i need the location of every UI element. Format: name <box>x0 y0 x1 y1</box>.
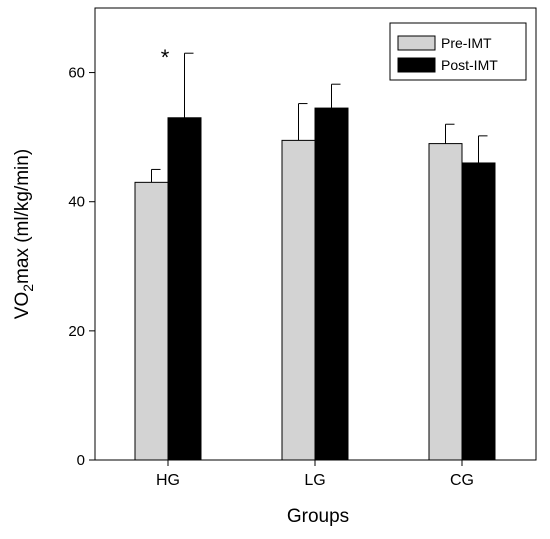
x-tick-label-lg: LG <box>304 472 325 489</box>
bar-layer <box>134 107 496 461</box>
significance-marker: * <box>161 45 170 70</box>
y-axis-title-prefix: VO <box>12 292 33 319</box>
x-tick-label-cg: CG <box>450 472 474 489</box>
bar-pre-imt-cg <box>428 143 463 461</box>
x-axis: HG LG CG <box>156 460 474 489</box>
x-axis-title: Groups <box>287 506 349 527</box>
error-bar-layer <box>151 52 488 183</box>
x-tick-label-hg: HG <box>156 472 180 489</box>
legend-label-pre-imt: Pre-IMT <box>441 35 492 51</box>
bar-post-imt-lg <box>314 107 349 461</box>
y-axis-title-subscript: 2 <box>20 284 36 292</box>
annotation-layer: * <box>161 45 170 70</box>
y-axis-title-suffix: max (ml/kg/min) <box>12 149 33 284</box>
legend: Pre-IMT Post-IMT <box>389 22 527 81</box>
y-tick-label-0: 0 <box>77 452 85 469</box>
y-tick-label-60: 60 <box>68 65 85 82</box>
legend-label-post-imt: Post-IMT <box>441 57 498 73</box>
bar-post-imt-hg <box>167 117 202 461</box>
legend-swatch-pre-imt <box>397 35 436 51</box>
y-tick-label-20: 20 <box>68 323 85 340</box>
legend-swatch-post-imt <box>397 57 436 73</box>
bar-pre-imt-hg <box>134 181 169 461</box>
bar-pre-imt-lg <box>281 139 316 461</box>
y-axis-title: VO2max (ml/kg/min) <box>12 149 36 319</box>
y-axis: 0 20 40 60 <box>68 65 95 469</box>
bar-post-imt-cg <box>461 162 496 461</box>
y-tick-label-40: 40 <box>68 194 85 211</box>
